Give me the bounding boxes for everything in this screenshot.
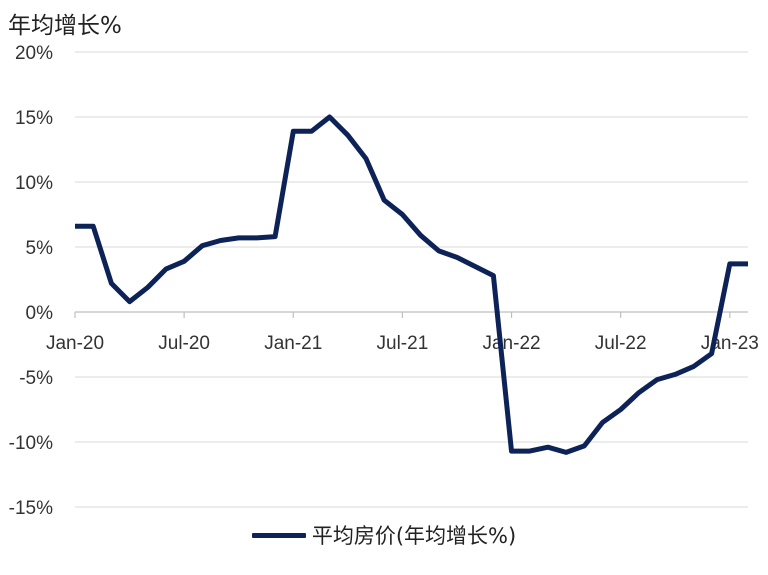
legend: 平均房价(年均增长%) <box>0 520 768 550</box>
grid-lines <box>75 51 748 508</box>
y-tick-label: 5% <box>26 238 54 259</box>
y-tick-label: 15% <box>15 108 53 129</box>
y-tick-label: 0% <box>26 303 54 324</box>
x-tick-label: Jan-20 <box>46 333 104 354</box>
y-axis-ticks: 20% 15% 10% 5% 0% -5% -10% -15% <box>9 43 53 519</box>
legend-swatch <box>251 532 306 538</box>
x-axis-ticks: Jan-20 Jul-20 Jan-21 Jul-21 Jan-22 Jul-22 Jan-… <box>46 312 759 354</box>
y-tick-label: 20% <box>15 43 53 64</box>
series-layer <box>75 114 748 455</box>
x-tick-label: Jul-21 <box>377 333 429 354</box>
series-line <box>75 114 748 455</box>
x-tick-label: Jan-23 <box>701 333 759 354</box>
y-tick-label: 10% <box>15 173 53 194</box>
x-tick-label: Jan-21 <box>264 333 322 354</box>
y-tick-label: -15% <box>9 498 53 519</box>
x-tick-label: Jul-22 <box>595 333 647 354</box>
x-tick-label: Jan-22 <box>482 333 540 354</box>
x-tick-label: Jul-20 <box>158 333 210 354</box>
legend-label: 平均房价(年均增长%) <box>311 524 517 548</box>
y-unit-label: 年均增长% <box>8 13 122 39</box>
y-tick-label: -5% <box>19 368 53 389</box>
y-tick-label: -10% <box>9 433 53 454</box>
